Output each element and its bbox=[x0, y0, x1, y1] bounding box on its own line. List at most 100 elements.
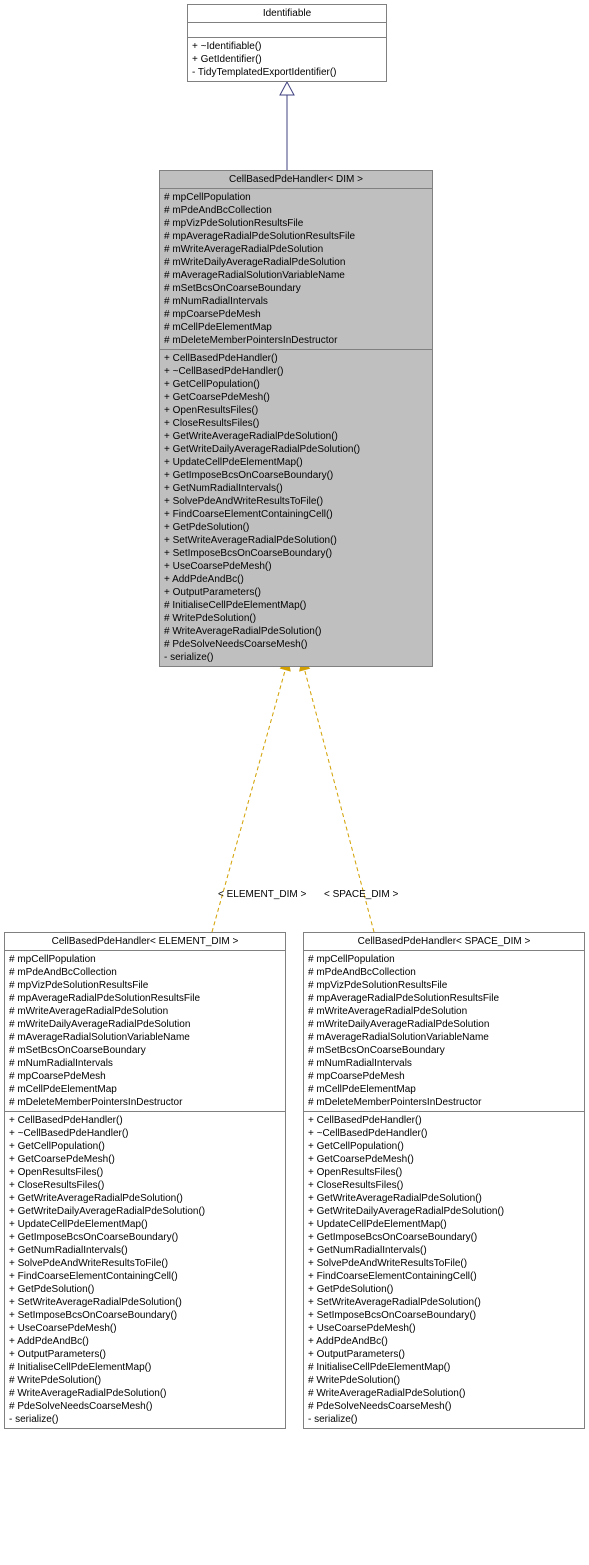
member-row: # InitialiseCellPdeElementMap() bbox=[9, 1361, 281, 1374]
member-row: # WritePdeSolution() bbox=[164, 612, 428, 625]
member-row: + OpenResultsFiles() bbox=[164, 404, 428, 417]
member-row: # mpVizPdeSolutionResultsFile bbox=[9, 979, 281, 992]
member-row: + CloseResultsFiles() bbox=[308, 1179, 580, 1192]
member-row: # mDeleteMemberPointersInDestructor bbox=[9, 1096, 281, 1109]
member-row: + ~CellBasedPdeHandler() bbox=[308, 1127, 580, 1140]
member-row: + AddPdeAndBc() bbox=[9, 1335, 281, 1348]
member-row: + AddPdeAndBc() bbox=[164, 573, 428, 586]
member-row: + FindCoarseElementContainingCell() bbox=[9, 1270, 281, 1283]
member-row: # mAverageRadialSolutionVariableName bbox=[308, 1031, 580, 1044]
member-row: # mpVizPdeSolutionResultsFile bbox=[308, 979, 580, 992]
member-row: + SolvePdeAndWriteResultsToFile() bbox=[9, 1257, 281, 1270]
member-row: + GetWriteAverageRadialPdeSolution() bbox=[308, 1192, 580, 1205]
class-methods: + CellBasedPdeHandler()+ ~CellBasedPdeHa… bbox=[160, 350, 432, 666]
member-row: - serialize() bbox=[9, 1413, 281, 1426]
class-attributes: # mpCellPopulation# mPdeAndBcCollection#… bbox=[304, 951, 584, 1112]
member-row: - serialize() bbox=[308, 1413, 580, 1426]
member-row: # mDeleteMemberPointersInDestructor bbox=[164, 334, 428, 347]
member-row: + UpdateCellPdeElementMap() bbox=[9, 1218, 281, 1231]
member-row: + GetPdeSolution() bbox=[308, 1283, 580, 1296]
member-row: + UpdateCellPdeElementMap() bbox=[164, 456, 428, 469]
template-label-element-dim: < ELEMENT_DIM > bbox=[218, 889, 306, 900]
member-row: + UpdateCellPdeElementMap() bbox=[308, 1218, 580, 1231]
member-row: + ~Identifiable() bbox=[192, 40, 382, 53]
class-attributes-empty bbox=[188, 23, 386, 38]
member-row: + GetCoarsePdeMesh() bbox=[164, 391, 428, 404]
member-row: # mpCellPopulation bbox=[164, 191, 428, 204]
member-row: + GetCellPopulation() bbox=[308, 1140, 580, 1153]
member-row: + CloseResultsFiles() bbox=[164, 417, 428, 430]
member-row: + OpenResultsFiles() bbox=[308, 1166, 580, 1179]
member-row: + CellBasedPdeHandler() bbox=[308, 1114, 580, 1127]
class-methods: + ~Identifiable()+ GetIdentifier()- Tidy… bbox=[188, 38, 386, 81]
member-row: # mCellPdeElementMap bbox=[164, 321, 428, 334]
member-row: # mSetBcsOnCoarseBoundary bbox=[308, 1044, 580, 1057]
member-row: + SetWriteAverageRadialPdeSolution() bbox=[164, 534, 428, 547]
member-row: + SetWriteAverageRadialPdeSolution() bbox=[9, 1296, 281, 1309]
member-row: + OutputParameters() bbox=[164, 586, 428, 599]
class-methods: + CellBasedPdeHandler()+ ~CellBasedPdeHa… bbox=[5, 1112, 285, 1428]
class-title: CellBasedPdeHandler< ELEMENT_DIM > bbox=[5, 933, 285, 951]
member-row: # mCellPdeElementMap bbox=[308, 1083, 580, 1096]
member-row: # mSetBcsOnCoarseBoundary bbox=[9, 1044, 281, 1057]
member-row: + GetIdentifier() bbox=[192, 53, 382, 66]
member-row: # WritePdeSolution() bbox=[308, 1374, 580, 1387]
member-row: # mWriteAverageRadialPdeSolution bbox=[9, 1005, 281, 1018]
class-cellbasedpdehandler-element-dim[interactable]: CellBasedPdeHandler< ELEMENT_DIM > # mpC… bbox=[4, 932, 286, 1429]
member-row: + OutputParameters() bbox=[9, 1348, 281, 1361]
class-methods: + CellBasedPdeHandler()+ ~CellBasedPdeHa… bbox=[304, 1112, 584, 1428]
member-row: # mAverageRadialSolutionVariableName bbox=[9, 1031, 281, 1044]
class-identifiable[interactable]: Identifiable + ~Identifiable()+ GetIdent… bbox=[187, 4, 387, 82]
member-row: + GetNumRadialIntervals() bbox=[308, 1244, 580, 1257]
member-row: # WritePdeSolution() bbox=[9, 1374, 281, 1387]
member-row: + OpenResultsFiles() bbox=[9, 1166, 281, 1179]
member-row: # mDeleteMemberPointersInDestructor bbox=[308, 1096, 580, 1109]
member-row: # mSetBcsOnCoarseBoundary bbox=[164, 282, 428, 295]
member-row: # mNumRadialIntervals bbox=[9, 1057, 281, 1070]
member-row: # mNumRadialIntervals bbox=[308, 1057, 580, 1070]
member-row: + GetWriteAverageRadialPdeSolution() bbox=[9, 1192, 281, 1205]
class-cellbasedpdehandler-dim[interactable]: CellBasedPdeHandler< DIM > # mpCellPopul… bbox=[159, 170, 433, 667]
class-attributes: # mpCellPopulation# mPdeAndBcCollection#… bbox=[160, 189, 432, 350]
member-row: # mWriteDailyAverageRadialPdeSolution bbox=[308, 1018, 580, 1031]
member-row: # mWriteAverageRadialPdeSolution bbox=[164, 243, 428, 256]
member-row: + AddPdeAndBc() bbox=[308, 1335, 580, 1348]
member-row: # mCellPdeElementMap bbox=[9, 1083, 281, 1096]
member-row: + GetWriteDailyAverageRadialPdeSolution(… bbox=[9, 1205, 281, 1218]
member-row: + GetWriteDailyAverageRadialPdeSolution(… bbox=[164, 443, 428, 456]
member-row: + GetCellPopulation() bbox=[164, 378, 428, 391]
member-row: # mPdeAndBcCollection bbox=[164, 204, 428, 217]
member-row: + SolvePdeAndWriteResultsToFile() bbox=[308, 1257, 580, 1270]
member-row: + FindCoarseElementContainingCell() bbox=[164, 508, 428, 521]
member-row: # WriteAverageRadialPdeSolution() bbox=[308, 1387, 580, 1400]
member-row: # mPdeAndBcCollection bbox=[308, 966, 580, 979]
class-cellbasedpdehandler-space-dim[interactable]: CellBasedPdeHandler< SPACE_DIM > # mpCel… bbox=[303, 932, 585, 1429]
member-row: + GetImposeBcsOnCoarseBoundary() bbox=[164, 469, 428, 482]
member-row: + FindCoarseElementContainingCell() bbox=[308, 1270, 580, 1283]
member-row: # WriteAverageRadialPdeSolution() bbox=[9, 1387, 281, 1400]
member-row: + GetPdeSolution() bbox=[9, 1283, 281, 1296]
member-row: + GetImposeBcsOnCoarseBoundary() bbox=[308, 1231, 580, 1244]
member-row: # PdeSolveNeedsCoarseMesh() bbox=[164, 638, 428, 651]
member-row: + CellBasedPdeHandler() bbox=[9, 1114, 281, 1127]
member-row: + SetWriteAverageRadialPdeSolution() bbox=[308, 1296, 580, 1309]
class-title: CellBasedPdeHandler< DIM > bbox=[160, 171, 432, 189]
member-row: + GetWriteDailyAverageRadialPdeSolution(… bbox=[308, 1205, 580, 1218]
member-row: # mpAverageRadialPdeSolutionResultsFile bbox=[164, 230, 428, 243]
member-row: # mpVizPdeSolutionResultsFile bbox=[164, 217, 428, 230]
member-row: # PdeSolveNeedsCoarseMesh() bbox=[9, 1400, 281, 1413]
member-row: # mpCellPopulation bbox=[308, 953, 580, 966]
member-row: # mpCellPopulation bbox=[9, 953, 281, 966]
member-row: + SetImposeBcsOnCoarseBoundary() bbox=[308, 1309, 580, 1322]
member-row: # WriteAverageRadialPdeSolution() bbox=[164, 625, 428, 638]
member-row: - serialize() bbox=[164, 651, 428, 664]
member-row: + UseCoarsePdeMesh() bbox=[308, 1322, 580, 1335]
member-row: + SolvePdeAndWriteResultsToFile() bbox=[164, 495, 428, 508]
member-row: # PdeSolveNeedsCoarseMesh() bbox=[308, 1400, 580, 1413]
member-row: + ~CellBasedPdeHandler() bbox=[9, 1127, 281, 1140]
member-row: # mWriteDailyAverageRadialPdeSolution bbox=[164, 256, 428, 269]
member-row: + GetNumRadialIntervals() bbox=[9, 1244, 281, 1257]
member-row: + GetPdeSolution() bbox=[164, 521, 428, 534]
class-attributes: # mpCellPopulation# mPdeAndBcCollection#… bbox=[5, 951, 285, 1112]
member-row: + GetImposeBcsOnCoarseBoundary() bbox=[9, 1231, 281, 1244]
